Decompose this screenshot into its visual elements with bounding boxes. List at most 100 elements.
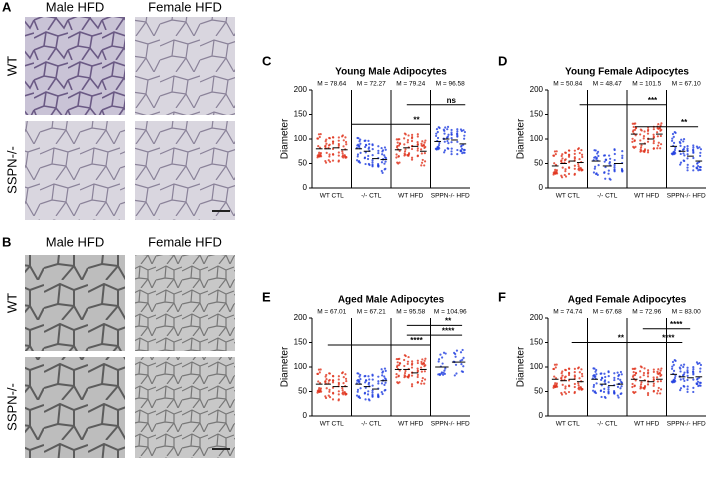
dot [423,160,427,163]
dot [682,140,685,143]
dot-column [591,367,598,395]
dot [397,144,401,147]
x-tick-label: -/- CTL [361,193,382,200]
y-tick-label: 0 [303,411,308,420]
y-axis-label: Diameter [516,118,527,159]
dot [679,152,682,156]
dot [561,166,564,169]
dot-column [341,134,348,159]
significance-label: ** [413,115,420,124]
dot [416,143,419,147]
dot [607,381,610,384]
dot [446,147,449,150]
dot [634,372,638,375]
dot [670,380,673,383]
dot [384,378,388,381]
dot [603,154,607,157]
dot [377,151,380,155]
significance-label: *** [648,96,658,105]
dot [632,390,635,394]
dot [403,143,406,146]
dot [443,372,446,375]
dot [563,159,567,162]
dot [603,380,606,383]
dot [377,375,380,378]
dot [420,152,423,155]
dot [380,382,384,385]
dot [567,161,571,164]
dot [459,128,463,131]
dot [410,385,414,388]
dot [594,391,598,395]
dot-column [678,363,686,392]
dot [573,385,576,389]
dot [462,129,465,132]
dot [604,177,607,180]
dot [619,370,623,374]
dot [383,146,387,149]
dot [613,165,616,169]
dot [695,382,698,385]
dot-column [656,122,663,150]
x-tick-label: -/- CTL [361,421,382,428]
dot-column [567,149,576,176]
dot [567,373,571,377]
dot [456,134,459,137]
column-header: Female HFD [148,234,222,249]
dot [331,381,335,384]
dot-column [403,132,411,157]
dot [552,367,555,371]
dot-column [316,368,323,394]
dot [604,375,607,379]
dot [463,148,466,152]
dot [453,374,456,377]
dot [592,171,596,174]
dot [337,398,340,401]
dot [420,370,423,373]
micrograph [25,121,125,220]
dot [613,148,616,152]
dot [410,366,414,369]
dot [337,393,340,396]
dot-column [341,371,348,396]
dot [383,383,386,386]
dot [634,134,637,137]
dot [554,168,557,171]
dot [341,392,344,395]
dot [318,371,321,374]
dot [364,145,367,149]
dot [674,380,677,383]
x-tick-label: SPPN-/- HFD [667,421,706,428]
y-tick-label: 0 [539,411,544,420]
dot [561,153,564,156]
dot [577,165,580,168]
dot [319,151,322,155]
dot [696,380,700,383]
dot [459,351,463,354]
dot [613,376,616,379]
dot [328,160,332,163]
dot-column [686,365,695,394]
dot [577,367,580,370]
dot [324,161,328,164]
dot [325,138,328,141]
dot-column [552,363,559,389]
dot [698,361,701,365]
dot [356,390,359,393]
dot [692,146,695,149]
x-tick-label: WT HFD [398,193,423,200]
dot [444,352,447,355]
dot [563,173,566,177]
dot [607,172,610,175]
dot [416,359,419,362]
dot [446,128,449,131]
dot [555,169,558,172]
dot [356,372,359,375]
mean-label: M = 67.10 [672,81,701,88]
panel-letter: D [498,53,507,68]
dot [358,396,362,400]
dot [652,389,655,393]
dot [359,138,362,141]
dot [446,139,449,143]
